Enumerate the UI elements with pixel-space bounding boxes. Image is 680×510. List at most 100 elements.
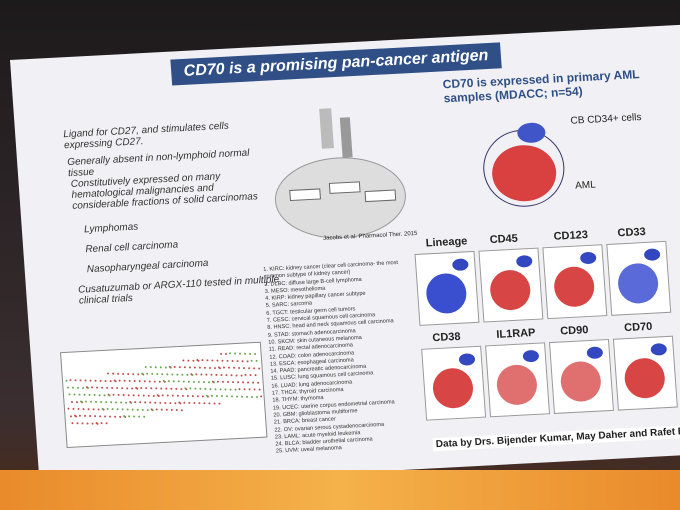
decor-dot <box>206 359 209 362</box>
decor-dot <box>248 367 251 370</box>
decor-dot <box>187 380 190 383</box>
decor-dot <box>242 381 245 384</box>
decor-dot <box>230 374 233 377</box>
decor-dot <box>84 414 87 417</box>
decor-dot <box>126 387 129 390</box>
decor-dot <box>255 359 258 362</box>
decor-dot <box>150 387 153 390</box>
decor-dot <box>200 373 203 376</box>
decor-dot <box>149 366 152 369</box>
decor-dot <box>182 359 185 362</box>
tsne-blob <box>650 342 668 356</box>
decor-dot <box>203 402 206 405</box>
decor-dot <box>131 408 134 411</box>
decor-dot <box>217 366 220 369</box>
decor-dot <box>88 393 91 396</box>
decor-dot <box>161 394 164 397</box>
decor-dot <box>241 395 244 398</box>
tsne-blob <box>495 363 539 406</box>
decor-dot <box>164 401 167 404</box>
decor-dot <box>246 395 249 398</box>
decor-dot <box>125 401 128 404</box>
decor-dot <box>219 388 222 391</box>
decor-dot <box>220 374 223 377</box>
decor-dot <box>209 388 212 391</box>
decor-dot <box>133 415 136 418</box>
decor-dot <box>239 352 242 355</box>
decor-dot <box>252 381 255 384</box>
decor-dot <box>195 373 198 376</box>
decor-dot <box>253 367 256 370</box>
decor-dot <box>158 380 161 383</box>
panel-label: CD38 <box>432 330 461 345</box>
decor-dot <box>146 372 149 375</box>
decor-dot <box>123 379 126 382</box>
decor-dot <box>86 422 89 425</box>
decor-dot <box>96 386 99 389</box>
decor-dot <box>131 387 134 390</box>
tsne-panel <box>421 345 487 421</box>
decor-dot <box>147 394 150 397</box>
decor-dot <box>136 408 139 411</box>
decor-dot <box>229 388 232 391</box>
tsne-blob <box>431 367 475 410</box>
decor-dot <box>79 379 82 382</box>
decor-dot <box>68 393 71 396</box>
tsne-panel <box>612 335 678 411</box>
decor-dot <box>196 359 199 362</box>
aml-label: AML <box>574 179 597 192</box>
decor-dot <box>211 380 214 383</box>
decor-dot <box>83 393 86 396</box>
tsne-blob <box>451 258 469 272</box>
decor-dot <box>166 373 169 376</box>
decor-dot <box>84 379 87 382</box>
decor-dot <box>175 409 178 412</box>
decor-dot <box>248 388 251 391</box>
decor-dot <box>114 415 117 418</box>
decor-dot <box>244 373 247 376</box>
decor-dot <box>77 386 80 389</box>
decor-dot <box>196 395 199 398</box>
decor-dot <box>111 408 114 411</box>
decor-dot <box>98 394 101 397</box>
decor-dot <box>173 365 176 368</box>
bullet: Ligand for CD27, and stimulates cells ex… <box>62 120 230 152</box>
decor-dot <box>132 373 135 376</box>
decor-dot <box>155 387 158 390</box>
decor-dot <box>121 387 124 390</box>
decor-dot <box>152 394 155 397</box>
decor-dot <box>189 387 192 390</box>
decor-dot <box>186 395 189 398</box>
decor-dot <box>243 367 246 370</box>
tsne-panel <box>542 244 608 320</box>
decor-dot <box>167 380 170 383</box>
decor-dot <box>94 379 97 382</box>
decor-dot <box>113 379 116 382</box>
pathway-diagram <box>274 108 406 239</box>
decor-dot <box>138 415 141 418</box>
tsne-blob <box>515 254 533 268</box>
decor-dot <box>199 387 202 390</box>
decor-dot <box>94 415 97 418</box>
decor-dot <box>155 408 158 411</box>
credit: Data by Drs. Bijender Kumar, May Daher a… <box>432 423 680 452</box>
decor-dot <box>67 407 70 410</box>
decor-dot <box>225 353 228 356</box>
decor-dot <box>89 415 92 418</box>
decor-dot <box>127 394 130 397</box>
decor-dot <box>241 360 244 363</box>
decor-dot <box>71 401 74 404</box>
decor-dot <box>244 352 247 355</box>
tsne-blob <box>458 353 476 366</box>
decor-dot <box>115 401 118 404</box>
decor-dot <box>198 366 201 369</box>
decor-dot <box>110 401 113 404</box>
decor-dot <box>213 367 216 370</box>
decor-dot <box>187 359 190 362</box>
decor-dot <box>197 380 200 383</box>
tsne-aml <box>483 122 565 207</box>
decor-dot <box>154 401 157 404</box>
decor-dot <box>186 373 189 376</box>
decor-dot <box>134 401 137 404</box>
